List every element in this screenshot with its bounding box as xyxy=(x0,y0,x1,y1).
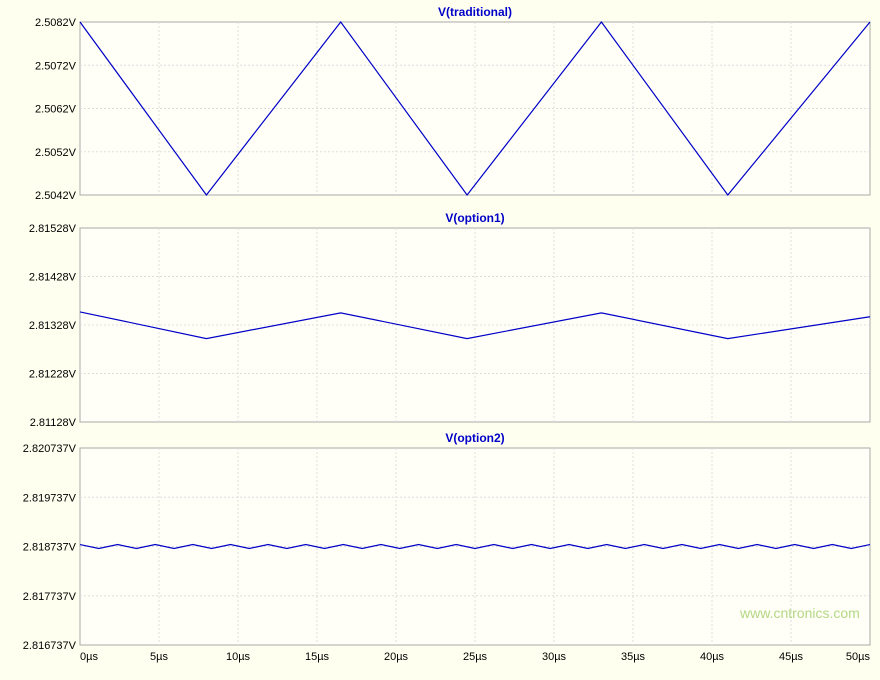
chart-area: V(traditional) 2.5082V 2.5072V 2.5062V 2.505… xyxy=(0,0,880,680)
ytick-label: 2.81428V xyxy=(29,272,77,284)
panel-title-traditional: V(traditional) xyxy=(438,5,512,19)
xtick-label: 10µs xyxy=(226,651,251,663)
panel-title-option1: V(option1) xyxy=(445,211,504,225)
ytick-label: 2.5062V xyxy=(35,104,77,116)
xtick-label: 45µs xyxy=(779,651,804,663)
xtick-label: 0µs xyxy=(80,651,98,663)
ytick-label: 2.5042V xyxy=(35,190,77,202)
xtick-label: 30µs xyxy=(542,651,567,663)
ytick-label: 2.81128V xyxy=(30,417,77,429)
ytick-label: 2.819737V xyxy=(23,492,77,504)
xtick-label: 40µs xyxy=(700,651,725,663)
ytick-label: 2.5052V xyxy=(35,147,77,159)
xtick-label: 50µs xyxy=(846,651,871,663)
ytick-label: 2.81528V xyxy=(29,223,77,235)
ytick-label: 2.81228V xyxy=(29,369,77,381)
watermark: www.cntronics.com xyxy=(739,605,860,621)
ytick-label: 2.5072V xyxy=(35,60,77,72)
ytick-label: 2.820737V xyxy=(23,443,77,455)
panel-title-option2: V(option2) xyxy=(445,431,504,445)
xtick-label: 35µs xyxy=(621,651,646,663)
xtick-label: 5µs xyxy=(150,651,168,663)
xtick-label: 25µs xyxy=(463,651,488,663)
ytick-label: 2.816737V xyxy=(23,640,77,652)
ytick-label: 2.818737V xyxy=(23,542,77,554)
xtick-label: 20µs xyxy=(384,651,409,663)
chart-svg: V(traditional) 2.5082V 2.5072V 2.5062V 2.505… xyxy=(0,0,880,680)
xtick-label: 15µs xyxy=(305,651,330,663)
ytick-label: 2.817737V xyxy=(23,591,77,603)
ytick-label: 2.5082V xyxy=(35,17,77,29)
ytick-label: 2.81328V xyxy=(29,320,77,332)
